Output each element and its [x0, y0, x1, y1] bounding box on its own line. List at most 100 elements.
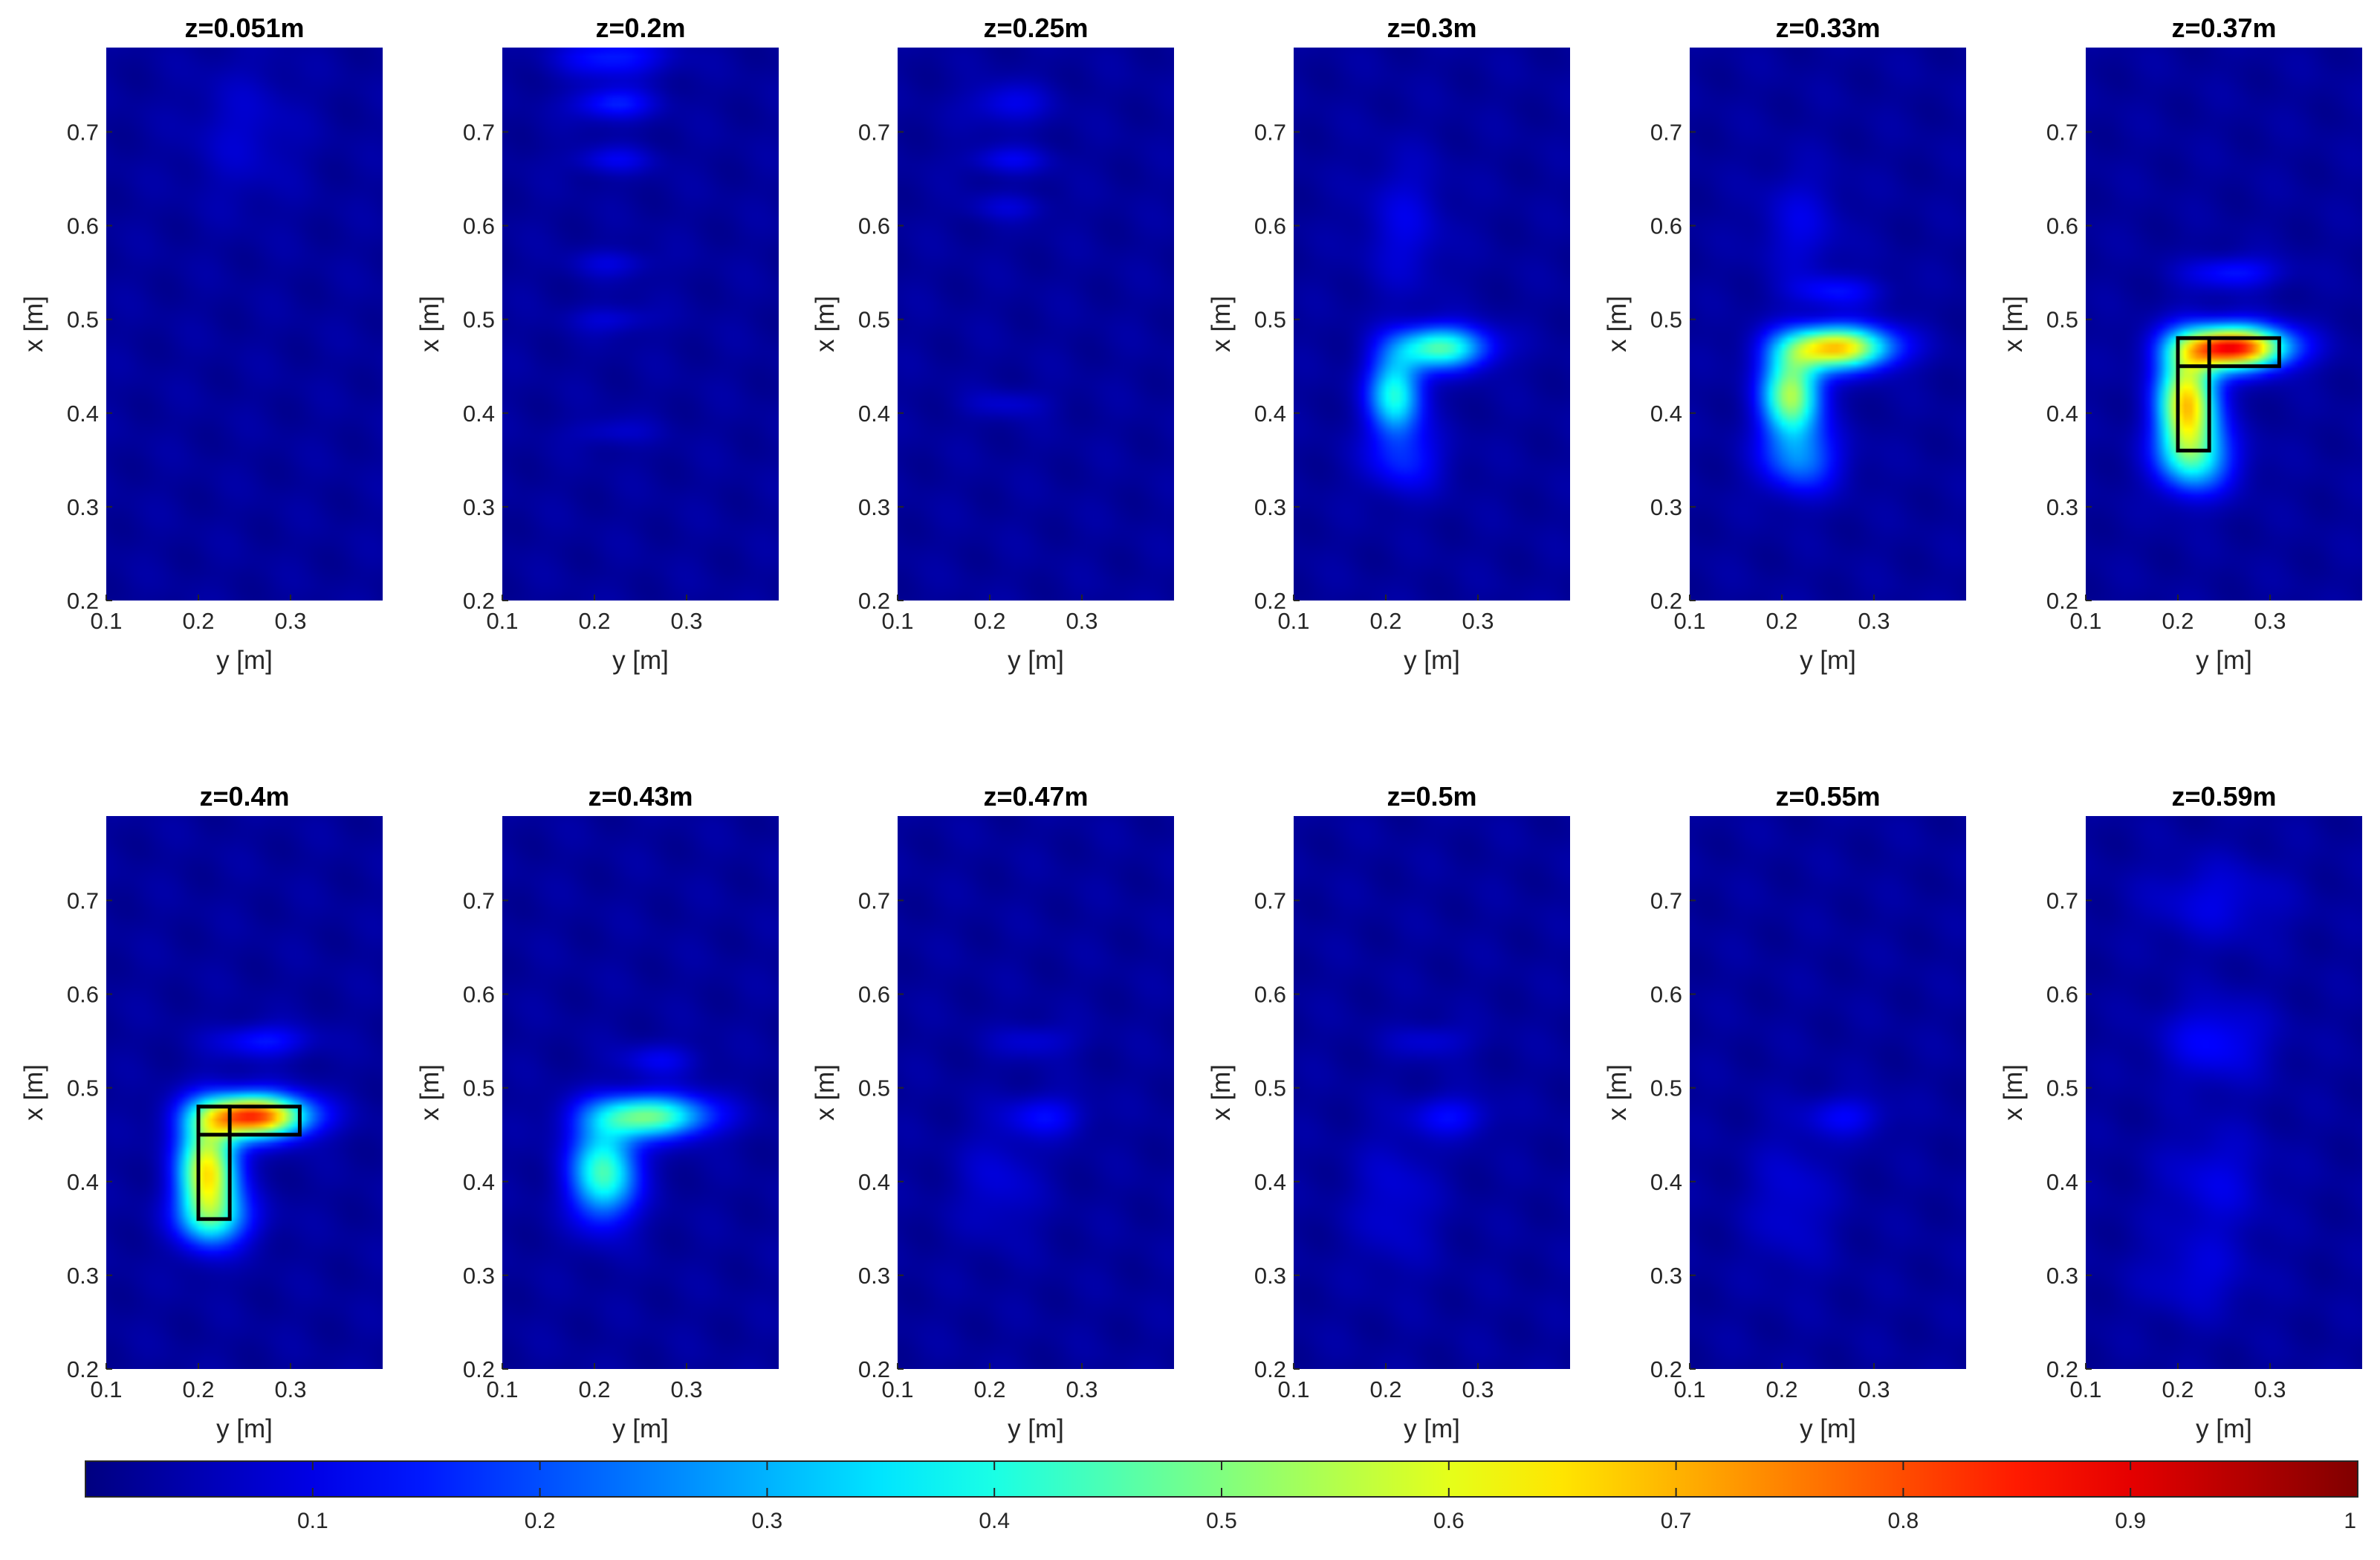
y-axis-label: x [m]	[415, 296, 444, 352]
colorbar-tick-label: 1	[2344, 1509, 2356, 1533]
y-tick-label: 0.2	[1254, 588, 1286, 614]
x-tick-label: 0.3	[1066, 1376, 1097, 1402]
x-tick-label: 0.1	[2069, 608, 2101, 634]
y-tick-label: 0.3	[858, 1263, 890, 1289]
heatmap-panel: z=0.3m0.1 0.2 0.30.20.30.40.50.60.7y [m]x …	[1207, 13, 1570, 675]
heatmap-panel: z=0.4m0.1 0.2 0.30.20.30.40.50.60.7y [m]x …	[19, 781, 383, 1443]
y-tick-label: 0.5	[463, 307, 495, 333]
y-tick-label: 0.3	[1254, 494, 1286, 520]
heatmap-image	[106, 816, 383, 1369]
y-tick-label: 0.7	[67, 887, 99, 913]
y-tick-label: 0.3	[2046, 1263, 2078, 1289]
y-axis-label: x [m]	[1999, 296, 2028, 352]
x-axis-label: y [m]	[2196, 1414, 2252, 1443]
y-tick-label: 0.2	[67, 1356, 99, 1382]
y-tick-label: 0.4	[67, 401, 99, 427]
y-tick-label: 0.4	[1254, 1169, 1286, 1195]
x-axis-label: y [m]	[612, 1414, 669, 1443]
target-box	[2176, 336, 2281, 369]
y-tick-label: 0.3	[858, 494, 890, 520]
x-tick-label: 0.2	[1765, 608, 1797, 634]
y-tick-label: 0.7	[858, 887, 890, 913]
y-tick-label: 0.5	[1254, 1075, 1286, 1101]
y-tick-label: 0.4	[2046, 401, 2078, 427]
y-tick-label: 0.3	[1254, 1263, 1286, 1289]
colorbar-tick-label: 0.7	[1661, 1509, 1692, 1533]
x-tick-label: 0.1	[486, 1376, 518, 1402]
x-tick-label: 0.2	[1765, 1376, 1797, 1402]
y-tick-label: 0.2	[858, 588, 890, 614]
y-tick-label: 0.3	[67, 494, 99, 520]
y-tick-label: 0.4	[1254, 401, 1286, 427]
y-tick-label: 0.7	[2046, 887, 2078, 913]
y-tick-label: 0.7	[858, 119, 890, 145]
y-tick-label: 0.3	[1650, 494, 1682, 520]
panel-title: z=0.25m	[983, 13, 1088, 43]
y-tick-label: 0.4	[67, 1169, 99, 1195]
y-tick-label: 0.6	[1650, 982, 1682, 1008]
y-tick-label: 0.7	[463, 119, 495, 145]
x-tick-label: 0.1	[881, 1376, 913, 1402]
y-tick-label: 0.4	[463, 1169, 495, 1195]
x-tick-label: 0.2	[182, 608, 214, 634]
y-tick-label: 0.7	[1254, 119, 1286, 145]
heatmap-image	[898, 816, 1174, 1369]
y-tick-label: 0.6	[858, 213, 890, 239]
heatmap-image	[2086, 48, 2362, 601]
x-tick-label: 0.2	[578, 608, 610, 634]
x-tick-label: 0.3	[274, 1376, 306, 1402]
y-tick-label: 0.5	[1650, 307, 1682, 333]
panel-title: z=0.59m	[2171, 781, 2276, 812]
x-axis-label: y [m]	[1800, 646, 1856, 675]
panel-title: z=0.43m	[588, 781, 693, 812]
y-tick-label: 0.7	[1254, 887, 1286, 913]
y-axis-label: x [m]	[19, 1064, 48, 1121]
target-box	[196, 1104, 302, 1137]
x-axis-label: y [m]	[1008, 646, 1064, 675]
y-tick-label: 0.2	[463, 588, 495, 614]
y-tick-label: 0.7	[1650, 119, 1682, 145]
y-tick-label: 0.6	[463, 982, 495, 1008]
x-tick-label: 0.2	[2162, 1376, 2193, 1402]
y-tick-label: 0.6	[463, 213, 495, 239]
x-tick-label: 0.1	[881, 608, 913, 634]
x-axis-label: y [m]	[1404, 646, 1460, 675]
y-tick-label: 0.3	[2046, 494, 2078, 520]
y-tick-label: 0.3	[67, 1263, 99, 1289]
y-axis-label: x [m]	[1207, 1064, 1236, 1121]
y-tick-label: 0.4	[463, 401, 495, 427]
x-tick-label: 0.2	[578, 1376, 610, 1402]
heatmap-image	[2086, 816, 2362, 1369]
x-tick-label: 0.3	[670, 1376, 702, 1402]
y-tick-label: 0.6	[1254, 982, 1286, 1008]
y-tick-label: 0.2	[1254, 1356, 1286, 1382]
panel-title: z=0.33m	[1775, 13, 1880, 43]
colorbar-tick-label: 0.9	[2115, 1509, 2146, 1533]
x-tick-label: 0.3	[1462, 608, 1494, 634]
panel-title: z=0.55m	[1775, 781, 1880, 812]
y-tick-label: 0.7	[67, 119, 99, 145]
y-axis-label: x [m]	[1603, 1064, 1632, 1121]
x-tick-label: 0.1	[1277, 608, 1309, 634]
y-tick-label: 0.6	[67, 213, 99, 239]
x-tick-label: 0.2	[973, 608, 1005, 634]
x-tick-label: 0.1	[2069, 1376, 2101, 1402]
y-tick-label: 0.5	[1254, 307, 1286, 333]
x-tick-label: 0.1	[486, 608, 518, 634]
x-tick-label: 0.3	[2254, 1376, 2286, 1402]
x-axis-label: y [m]	[216, 1414, 273, 1443]
y-tick-label: 0.4	[1650, 401, 1682, 427]
y-tick-label: 0.7	[1650, 887, 1682, 913]
colorbar-tick-label: 0.2	[525, 1509, 556, 1533]
y-axis-label: x [m]	[19, 296, 48, 352]
heatmap-image	[1690, 48, 1966, 601]
y-tick-label: 0.4	[858, 1169, 890, 1195]
y-tick-label: 0.2	[2046, 588, 2078, 614]
heatmap-image	[898, 48, 1174, 601]
x-tick-label: 0.1	[1673, 608, 1705, 634]
